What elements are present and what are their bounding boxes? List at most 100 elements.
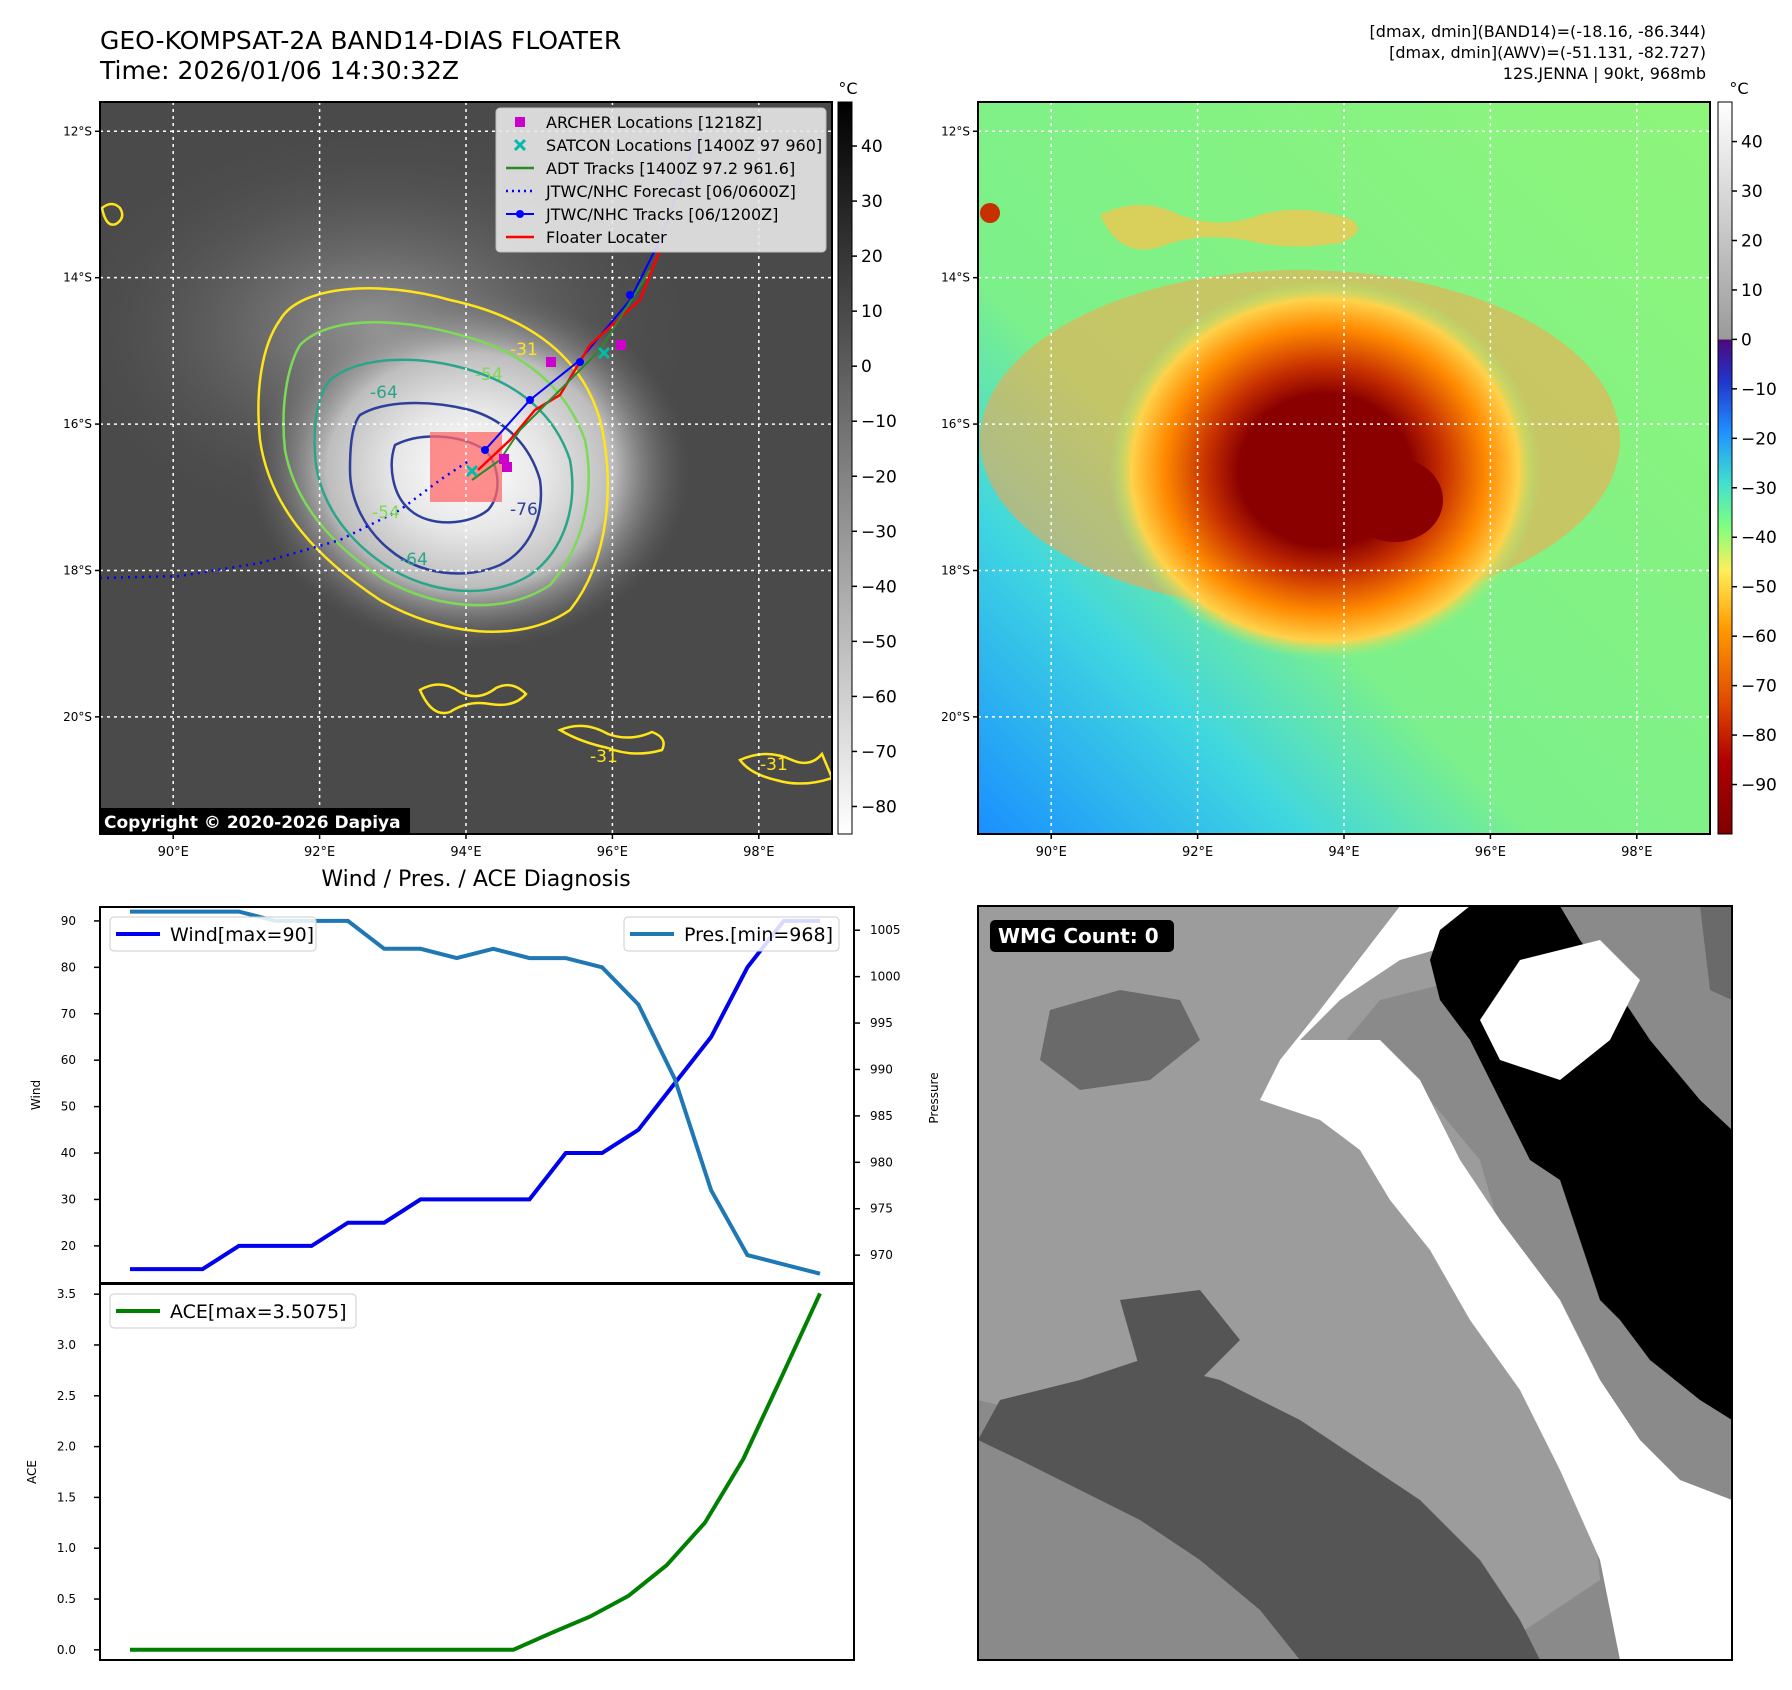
ir-colorbar-label: −70 <box>861 742 897 762</box>
ir-colorbar-label: 10 <box>861 302 883 322</box>
contour-label: -54 <box>372 503 400 523</box>
ir-colorbar-label: −30 <box>861 522 897 542</box>
wmg-panel: WMG Count: 0 <box>977 905 1733 1661</box>
wmg-badge <box>990 920 1174 952</box>
wv-colorbar-label: −60 <box>1741 627 1777 647</box>
ir-colorbar-label: −50 <box>861 632 897 652</box>
wind-pressure-chart: Wind / Pres. / ACE Diagnosis 20 30 40 50 60 7… <box>29 867 941 1284</box>
ir-lat-label: 20°S <box>63 710 92 724</box>
ace-axis-label: ACE <box>25 1460 39 1484</box>
floater-track <box>477 249 662 471</box>
wind-legend-label: Wind[max=90] <box>170 924 314 946</box>
wind-y-tick-label: 70 <box>61 1007 76 1021</box>
legend-swatch-tracks-dot <box>516 210 524 218</box>
pressure-y-tick-label: 970 <box>870 1248 893 1262</box>
legend-label-archer: ARCHER Locations [1218Z] <box>546 113 762 132</box>
contour-label: -54 <box>475 365 503 385</box>
wv-lon-label: 96°E <box>1475 845 1506 860</box>
wmg-dark-patch <box>1120 1290 1240 1380</box>
ir-legend[interactable]: ARCHER Locations [1218Z] SATCON Locations… <box>495 107 827 253</box>
wind-legend[interactable]: Wind[max=90] <box>109 916 317 952</box>
ace-y-tick-label: 0.0 <box>57 1643 76 1657</box>
jtwc-point <box>526 396 534 404</box>
wv-lon-label: 98°E <box>1621 845 1652 860</box>
wv-cloud-blob <box>980 203 1000 223</box>
wind-y-tick-label: 90 <box>61 914 76 928</box>
wv-colorbar-ticks: 40 30 20 10 0 −10 −20 −30 −40 −50 −60 −70 −80 −90 <box>1732 133 1777 796</box>
ace-y-tick-label: 3.5 <box>57 1287 76 1301</box>
jtwc-points <box>481 291 634 454</box>
dmax-awv: [dmax, dmin](AWV)=(-51.131, -82.727) <box>1389 43 1706 62</box>
legend-box <box>495 107 827 253</box>
contour-minus54 <box>282 321 590 607</box>
wmg-light-region <box>978 906 1600 1660</box>
contour-minus64 <box>313 358 574 593</box>
copyright-badge <box>100 808 410 834</box>
ir-lon-label: 90°E <box>158 845 189 860</box>
wv-eye-region <box>1347 458 1443 542</box>
ace-y-tick-label: 2.0 <box>57 1440 76 1454</box>
ir-colorbar <box>837 101 853 835</box>
ace-legend[interactable]: ACE[max=3.5075] <box>109 1293 357 1329</box>
wv-colorbar-label: 10 <box>1741 281 1763 301</box>
contour-label: -64 <box>400 550 428 570</box>
ir-colorbar-unit: °C <box>838 79 857 98</box>
ir-colorbar-label: −10 <box>861 412 897 432</box>
legend-label-adt: ADT Tracks [1400Z 97.2 961.6] <box>546 159 795 178</box>
ir-lon-label: 96°E <box>597 845 628 860</box>
pressure-y-ticks: 970 975 980 985 990 995 1000 1005 <box>854 923 901 1262</box>
ace-y-tick-label: 1.0 <box>57 1541 76 1555</box>
wv-colorbar-label: 30 <box>1741 182 1763 202</box>
wmg-image <box>978 906 1732 1660</box>
pressure-legend[interactable]: Pres.[min=968] <box>623 916 840 952</box>
ir-colorbar-ticks: 40 30 20 10 0 −10 −20 −30 −40 −50 −60 −70 −80 <box>852 137 897 817</box>
wmg-dark-patch <box>1040 990 1200 1090</box>
ir-colorbar-label: 30 <box>861 192 883 212</box>
wv-colorbar-label: −10 <box>1741 380 1777 400</box>
figure-time: Time: 2026/01/06 14:30:32Z <box>100 56 459 85</box>
wmg-count-label: WMG Count: 0 <box>998 924 1159 948</box>
wv-colorbar-label: 20 <box>1741 231 1763 251</box>
wmg-dark-band <box>978 1360 1540 1660</box>
contour-scatter-4 <box>100 202 124 226</box>
wmg-frame <box>977 905 1733 1661</box>
wmg-white-region <box>1260 906 1732 1660</box>
wind-y-tick-label: 80 <box>61 960 76 974</box>
satcon-marker <box>465 464 479 478</box>
wv-colorbar-label: −70 <box>1741 677 1777 697</box>
satcon-markers <box>465 346 611 478</box>
ir-lat-labels: 12°S 14°S 16°S 18°S 20°S <box>63 124 100 724</box>
wv-lat-labels: 12°S 14°S 16°S 18°S 20°S <box>941 124 978 724</box>
archer-marker <box>502 462 512 472</box>
pressure-legend-label: Pres.[min=968] <box>684 924 833 946</box>
contour-label: -31 <box>760 755 788 775</box>
wv-colorbar-label: −30 <box>1741 479 1777 499</box>
wv-colorbar-label: −20 <box>1741 429 1777 449</box>
wind-y-tick-label: 20 <box>61 1239 76 1253</box>
pressure-y-tick-label: 985 <box>870 1109 893 1123</box>
jtwc-point <box>576 358 584 366</box>
wv-colorbar <box>1717 101 1733 835</box>
pressure-y-tick-label: 995 <box>870 1016 893 1030</box>
wv-colorbar-label: −40 <box>1741 528 1777 548</box>
wv-colorbar-label: 0 <box>1741 330 1752 350</box>
wind-y-tick-label: 60 <box>61 1053 76 1067</box>
archer-marker <box>546 357 556 367</box>
contour-label: -31 <box>590 747 618 767</box>
contour-scatter-3 <box>738 751 832 785</box>
pressure-legend-box <box>623 916 840 952</box>
ace-axes <box>99 1283 855 1661</box>
wv-colorbar-unit: °C <box>1729 79 1748 98</box>
wv-lat-label: 14°S <box>941 271 970 285</box>
ir-lat-label: 16°S <box>63 417 92 431</box>
ir-lon-label: 94°E <box>450 845 481 860</box>
legend-label-satcon: SATCON Locations [1400Z 97 960] <box>546 136 822 155</box>
storm-info: 12S.JENNA | 90kt, 968mb <box>1502 64 1706 83</box>
wv-lon-label: 92°E <box>1182 845 1213 860</box>
wv-lon-label: 94°E <box>1328 845 1359 860</box>
wv-colorbar-label: −80 <box>1741 726 1777 746</box>
chart-title: Wind / Pres. / ACE Diagnosis <box>321 867 630 892</box>
copyright-text: Copyright © 2020-2026 Dapiya <box>104 813 401 833</box>
archer-marker <box>616 340 626 350</box>
